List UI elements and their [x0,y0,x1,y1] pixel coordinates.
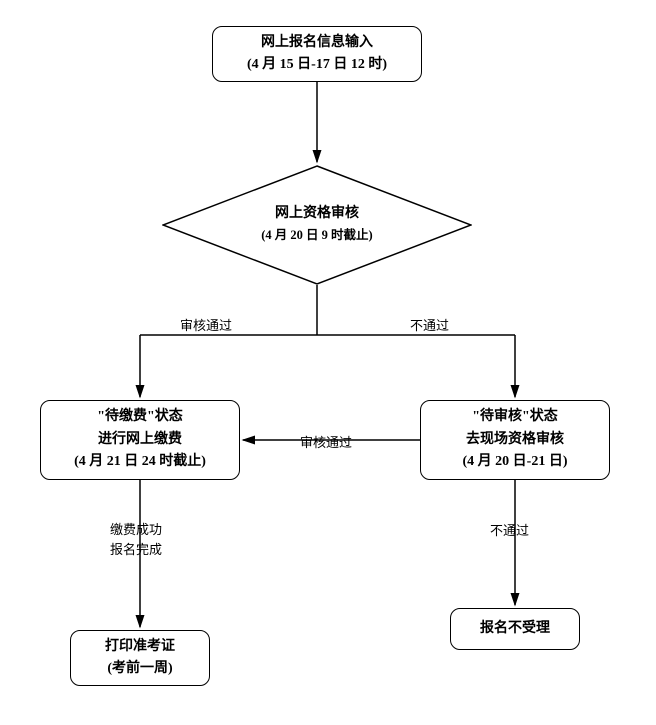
node-line: 网上资格审核 [275,206,359,221]
node-line: (4 月 21 日 24 时截止) [74,451,206,473]
node-online-review: 网上资格审核 (4 月 20 日 9 时截止) [162,165,472,285]
node-rejected: 报名不受理 [450,608,580,650]
label-payment-success: 缴费成功 报名完成 [110,520,162,559]
node-line: (考前一周) [107,658,172,680]
label-line: 报名完成 [110,542,162,557]
node-line: "待审核"状态 [472,406,558,428]
label-line: 缴费成功 [110,522,162,537]
label-onsite-fail: 不通过 [490,520,529,539]
label-onsite-pass: 审核通过 [300,432,352,451]
node-line: (4 月 15 日-17 日 12 时) [247,54,387,76]
node-line: 去现场资格审核 [466,429,564,451]
node-pending-review: "待审核"状态 去现场资格审核 (4 月 20 日-21 日) [420,400,610,480]
node-line: 网上报名信息输入 [261,32,373,54]
node-print-ticket: 打印准考证 (考前一周) [70,630,210,686]
node-line: 打印准考证 [105,636,175,658]
label-review-fail-right: 不通过 [410,315,449,334]
node-line: "待缴费"状态 [97,406,183,428]
node-line: (4 月 20 日-21 日) [463,451,568,473]
node-line: 进行网上缴费 [98,429,182,451]
node-input-info: 网上报名信息输入 (4 月 15 日-17 日 12 时) [212,26,422,82]
node-pending-payment: "待缴费"状态 进行网上缴费 (4 月 21 日 24 时截止) [40,400,240,480]
node-line: (4 月 20 日 9 时截止) [261,228,372,242]
label-review-pass-left: 审核通过 [180,315,232,334]
node-line: 报名不受理 [480,618,550,640]
